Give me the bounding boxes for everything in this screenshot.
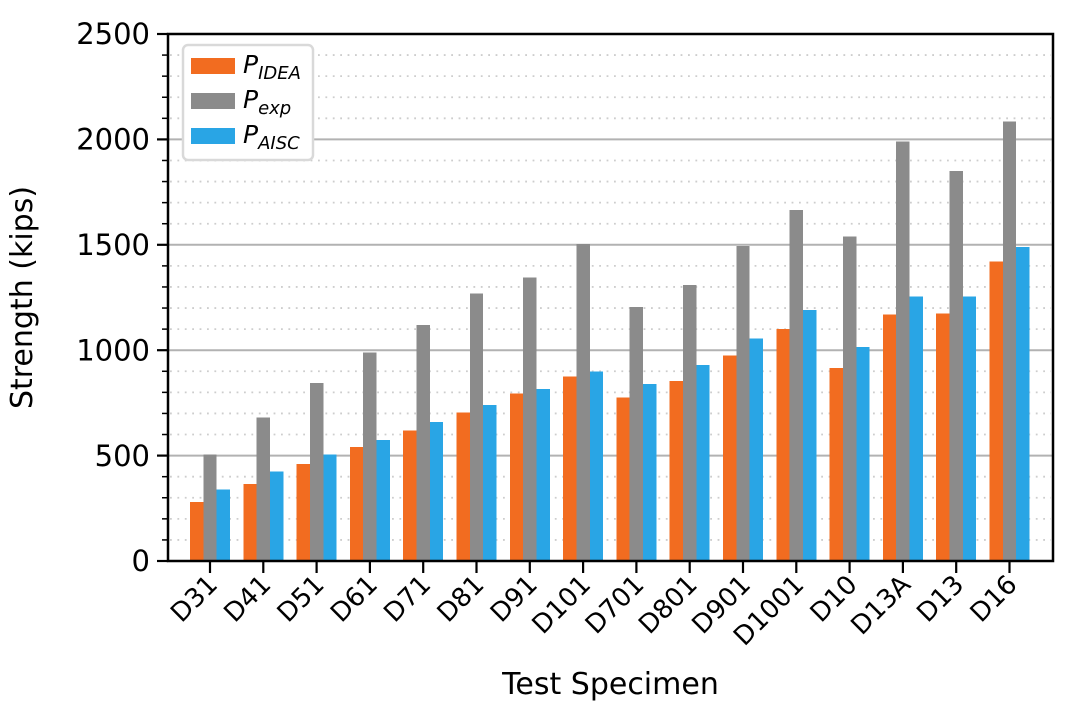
bar-P_exp-D91 xyxy=(523,277,537,561)
bar-P_AISC-D101 xyxy=(589,371,604,561)
legend-label-P_exp: Pexp xyxy=(243,85,291,119)
bar-P_exp-D51 xyxy=(309,382,324,561)
bar-P_AISC-D71 xyxy=(429,421,444,561)
bar-P_exp-D801 xyxy=(683,284,697,561)
bar-P_IDEA-D41 xyxy=(243,484,257,561)
bar-P_exp-D901 xyxy=(736,245,750,561)
bar-P_AISC-D31 xyxy=(216,489,230,561)
bar-P_AISC-D41 xyxy=(269,471,284,561)
bar-P_AISC-D13 xyxy=(962,296,977,561)
bar-P_AISC-D81 xyxy=(483,405,497,561)
y-tick-label: 2500 xyxy=(76,17,150,51)
bar-P_IDEA-D10 xyxy=(829,368,843,561)
bar-P_IDEA-D16 xyxy=(989,261,1003,561)
plot-border xyxy=(166,32,1055,563)
bar-P_AISC-D16 xyxy=(1016,246,1030,561)
y-tick-label: 1500 xyxy=(76,228,150,262)
bar-P_IDEA-D31 xyxy=(190,501,204,561)
bar-P_IDEA-D91 xyxy=(509,393,524,561)
y-tick-label: 1000 xyxy=(76,333,150,367)
bar-P_AISC-D13A xyxy=(909,296,923,561)
legend-swatch-P_exp xyxy=(191,93,235,109)
bar-P_exp-D13 xyxy=(949,171,963,561)
bar-P_AISC-D901 xyxy=(749,338,763,561)
y-tick-label: 0 xyxy=(132,544,150,578)
bar-P_exp-D1001 xyxy=(789,210,803,561)
bar-P_exp-D61 xyxy=(363,352,377,561)
bar-P_AISC-D91 xyxy=(536,389,550,561)
bar-P_exp-D41 xyxy=(256,417,270,561)
bar-P_exp-D81 xyxy=(469,293,484,561)
legend-swatch-P_AISC xyxy=(191,128,235,144)
bar-P_exp-D10 xyxy=(842,236,857,561)
bar-P_IDEA-D801 xyxy=(669,380,684,561)
bar-P_IDEA-D81 xyxy=(456,412,470,561)
bar-P_AISC-D10 xyxy=(856,347,870,561)
bar-P_IDEA-D13A xyxy=(882,314,897,561)
bar-P_IDEA-D1001 xyxy=(776,329,790,561)
bar-P_IDEA-D701 xyxy=(616,397,630,561)
y-axis-label: Strength (kips) xyxy=(5,186,40,409)
x-axis-label: Test Specimen xyxy=(501,667,719,702)
bar-P_IDEA-D51 xyxy=(296,464,310,561)
bar-P_AISC-D61 xyxy=(376,439,390,561)
legend-label-P_IDEA: PIDEA xyxy=(243,50,301,84)
y-tick-label: 2000 xyxy=(76,123,150,157)
y-tick-label: 500 xyxy=(95,439,150,473)
legend-label-P_AISC: PAISC xyxy=(243,120,300,154)
bar-P_IDEA-D61 xyxy=(349,447,364,561)
bar-P_exp-D701 xyxy=(629,306,644,561)
bar-P_exp-D16 xyxy=(1002,121,1017,561)
bar-P_exp-D13A xyxy=(896,141,910,561)
bar-P_exp-D101 xyxy=(576,243,590,561)
legend-swatch-P_IDEA xyxy=(191,58,235,74)
bar-P_IDEA-D901 xyxy=(723,355,737,561)
bar-P_AISC-D51 xyxy=(323,454,337,561)
bar-P_exp-D31 xyxy=(203,454,217,561)
bar-P_AISC-D701 xyxy=(643,383,657,561)
bar-P_AISC-D801 xyxy=(696,364,710,561)
bar-P_IDEA-D101 xyxy=(563,376,577,561)
bar-P_IDEA-D71 xyxy=(403,430,417,561)
bar-P_AISC-D1001 xyxy=(802,310,817,561)
bar-P_exp-D71 xyxy=(416,324,430,561)
bar-P_IDEA-D13 xyxy=(936,313,950,561)
